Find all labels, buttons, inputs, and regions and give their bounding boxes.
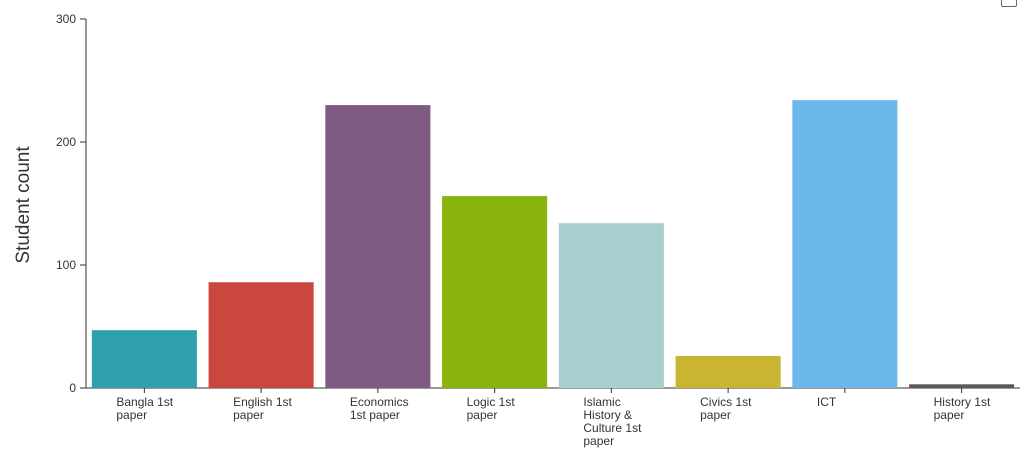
bar[interactable] (442, 196, 548, 388)
bar[interactable] (909, 384, 1015, 388)
x-tick-label: Logic 1st paper (467, 395, 516, 422)
bar[interactable] (208, 282, 314, 388)
category-labels: Bangla 1st paper English 1st paper Economics… (116, 395, 991, 448)
y-axis-title: Student count (13, 146, 34, 264)
bar[interactable] (792, 100, 898, 389)
y-tick-label: 100 (56, 258, 76, 272)
bar[interactable] (325, 105, 431, 388)
menu-icon[interactable] (1001, 0, 1017, 7)
x-tick-label: Bangla 1st paper (116, 395, 173, 422)
x-tick-label: Civics 1st paper (700, 395, 752, 422)
x-tick-label: Islamic History & Culture 1st paper (583, 395, 642, 448)
x-tick-label: History 1st paper (934, 395, 991, 422)
y-tick-label: 300 (56, 12, 76, 26)
bars (91, 100, 1015, 389)
bar[interactable] (91, 330, 197, 388)
x-tick-label: ICT (817, 395, 837, 409)
y-tick-label: 200 (56, 135, 76, 149)
bar[interactable] (558, 223, 664, 388)
bar[interactable] (675, 356, 781, 388)
x-tick-label: English 1st paper (233, 395, 292, 422)
x-tick-label: Economics 1st paper (350, 395, 409, 422)
y-tick-label: 0 (69, 381, 76, 395)
